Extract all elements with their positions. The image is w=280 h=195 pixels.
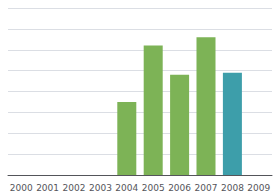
svg-text:2005: 2005 — [142, 183, 165, 193]
svg-text:2002: 2002 — [63, 183, 86, 193]
svg-text:2001: 2001 — [36, 183, 59, 193]
svg-text:2006: 2006 — [168, 183, 191, 193]
svg-text:2009: 2009 — [247, 183, 270, 193]
svg-text:2008: 2008 — [221, 183, 244, 193]
svg-text:2007: 2007 — [195, 183, 218, 193]
svg-text:2000: 2000 — [10, 183, 33, 193]
svg-text:2003: 2003 — [89, 183, 112, 193]
svg-text:2004: 2004 — [115, 183, 138, 193]
